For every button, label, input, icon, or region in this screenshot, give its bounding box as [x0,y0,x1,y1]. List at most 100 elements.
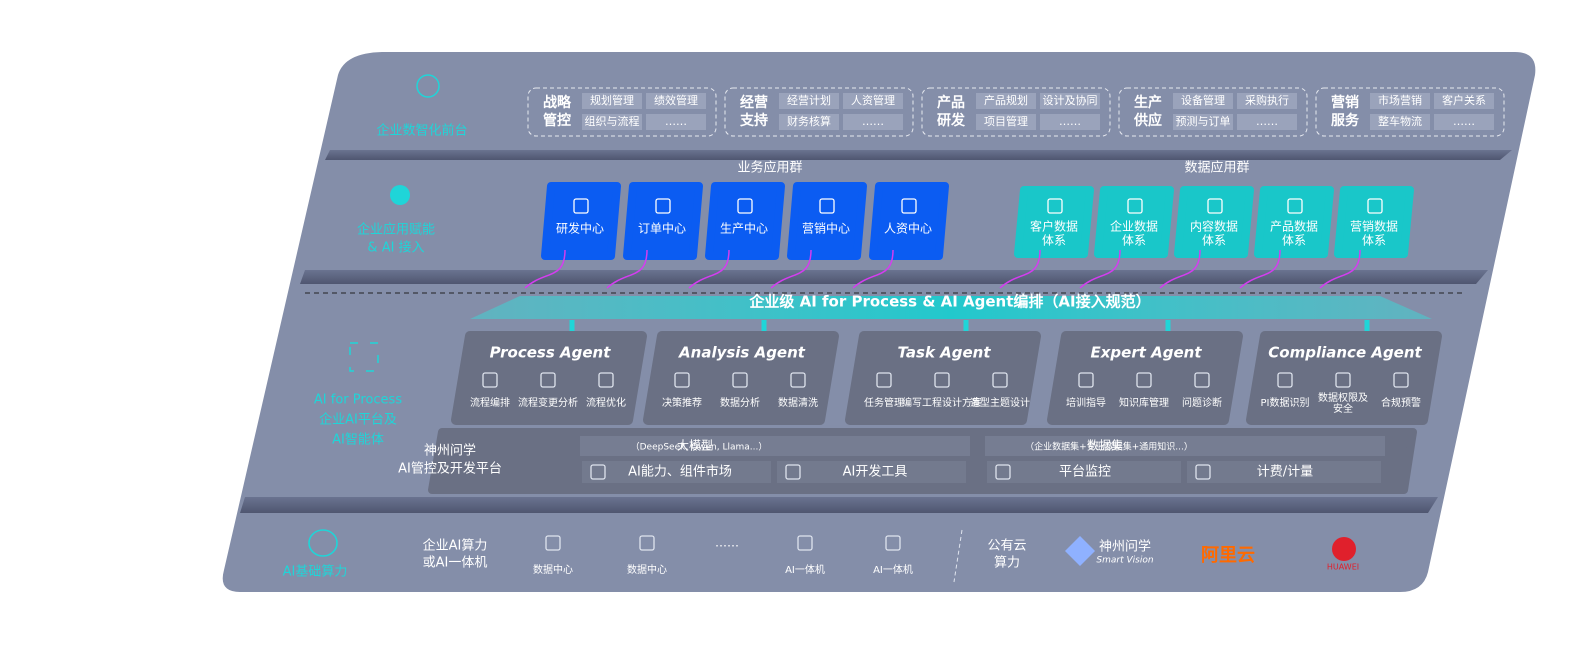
layer-icon [416,74,440,98]
layer-label: 企业数智化前台 [376,123,467,139]
chip [843,114,903,130]
layer-label: 企业AI平台及 [319,412,397,428]
vendor-logo [1332,537,1356,561]
chip-label: …… [1453,115,1475,128]
group-title: 服务 [1331,112,1360,129]
chip-label: 绩效管理 [654,93,698,107]
separator [325,150,1512,160]
infra-title: 算力 [994,556,1020,571]
icon [1335,372,1351,388]
agent-item: 流程变更分析 [518,396,578,409]
icon [934,372,950,388]
infra-item: AI一体机 [873,563,913,576]
chip [779,114,839,130]
icon [598,372,614,388]
link-arrow [1079,249,1121,289]
group-title: 战略 [543,94,572,111]
app-label: 体系 [1202,234,1226,248]
app-label: 营销中心 [802,221,850,236]
chip-label: 组织与流程 [585,114,640,128]
app-card [869,182,949,260]
agent-card [1047,331,1243,425]
icon [1287,198,1303,214]
chip [1434,93,1494,109]
icon [732,372,748,388]
link-arrow [1239,249,1281,289]
agent-card [845,331,1041,425]
app-label: 体系 [1122,234,1146,248]
group-title: 营销 [1331,94,1359,111]
infra-title: 企业AI算力 [423,538,488,554]
data-card [1014,186,1094,258]
platform-title: 神州问学 [424,443,476,459]
chip-label: 经营计划 [787,93,831,107]
panel [580,436,970,456]
panel-title: 大模型 [677,439,713,453]
data-card [1174,186,1254,258]
agent-name: Compliance Agent [1268,344,1422,362]
icon [1194,372,1210,388]
chip-label: …… [1256,115,1278,128]
agent-item: 造型主题设计 [970,396,1030,409]
app-label: 体系 [1282,234,1306,248]
chip [1370,114,1430,130]
panel-item-label: AI能力、组件市场 [628,464,732,480]
app-card [705,182,785,260]
layer-label: AI基础算力 [283,565,348,580]
agent-item: 数据权限及 [1318,391,1368,404]
chip-label: 客户关系 [1442,93,1486,107]
group-box [1118,87,1308,137]
chip [582,93,642,109]
link-arrow [1319,249,1361,289]
app-card [787,182,867,260]
app-label: 研发中心 [556,221,604,236]
group-title: 供应 [1133,112,1162,129]
icon [482,372,498,388]
agent-item: 数据清洗 [778,396,818,409]
agent-item: 流程编排 [470,396,510,409]
infra-item: AI一体机 [785,563,825,576]
chip [1040,93,1100,109]
panel-item [1187,461,1381,483]
chip-label: 整车物流 [1378,114,1422,128]
data-card [1334,186,1414,258]
link-arrow [688,249,730,289]
group-box [527,87,717,137]
app-label: 生产中心 [720,221,768,236]
chip [1173,114,1233,130]
chip-label: 规划管理 [590,93,634,107]
chip [843,93,903,109]
agent-item: 培训指导 [1066,396,1106,409]
chip-label: 产品规划 [984,93,1028,107]
icon [573,198,589,214]
agent-item: 问题诊断 [1182,396,1222,409]
group-title: 研发 [937,112,966,129]
platform-title: AI管控及开发平台 [398,461,502,477]
layer-label: 企业应用赋能 [357,222,435,238]
app-label: 企业数据 [1110,219,1158,234]
app-label: 营销数据 [1350,219,1398,234]
vendor-name: HUAWEI [1327,563,1359,572]
group-title: 支持 [739,112,768,129]
agent-name: Task Agent [897,344,991,362]
chip-label: …… [862,115,884,128]
panel-note: （企业数据集+专业数据集+通用知识...） [1025,441,1193,453]
chip [1237,114,1297,130]
app-label: 订单中心 [638,221,686,236]
group-title: 产品 [937,94,965,111]
agent-card [451,331,647,425]
agent-item: 决策推荐 [662,396,702,409]
agent-item: 安全 [1333,402,1353,415]
agent-item: 知识库管理 [1119,396,1169,409]
icon [992,372,1008,388]
chip [1370,93,1430,109]
chip [1040,114,1100,130]
agent-item: 合规预警 [1381,396,1421,409]
icon [590,464,606,480]
agent-item: 流程优化 [586,396,626,409]
chip [779,93,839,109]
app-card [623,182,703,260]
link-arrow [852,249,894,289]
banner-text: 企业级 AI for Process & AI Agent编排（AI接入规范） [748,293,1150,311]
